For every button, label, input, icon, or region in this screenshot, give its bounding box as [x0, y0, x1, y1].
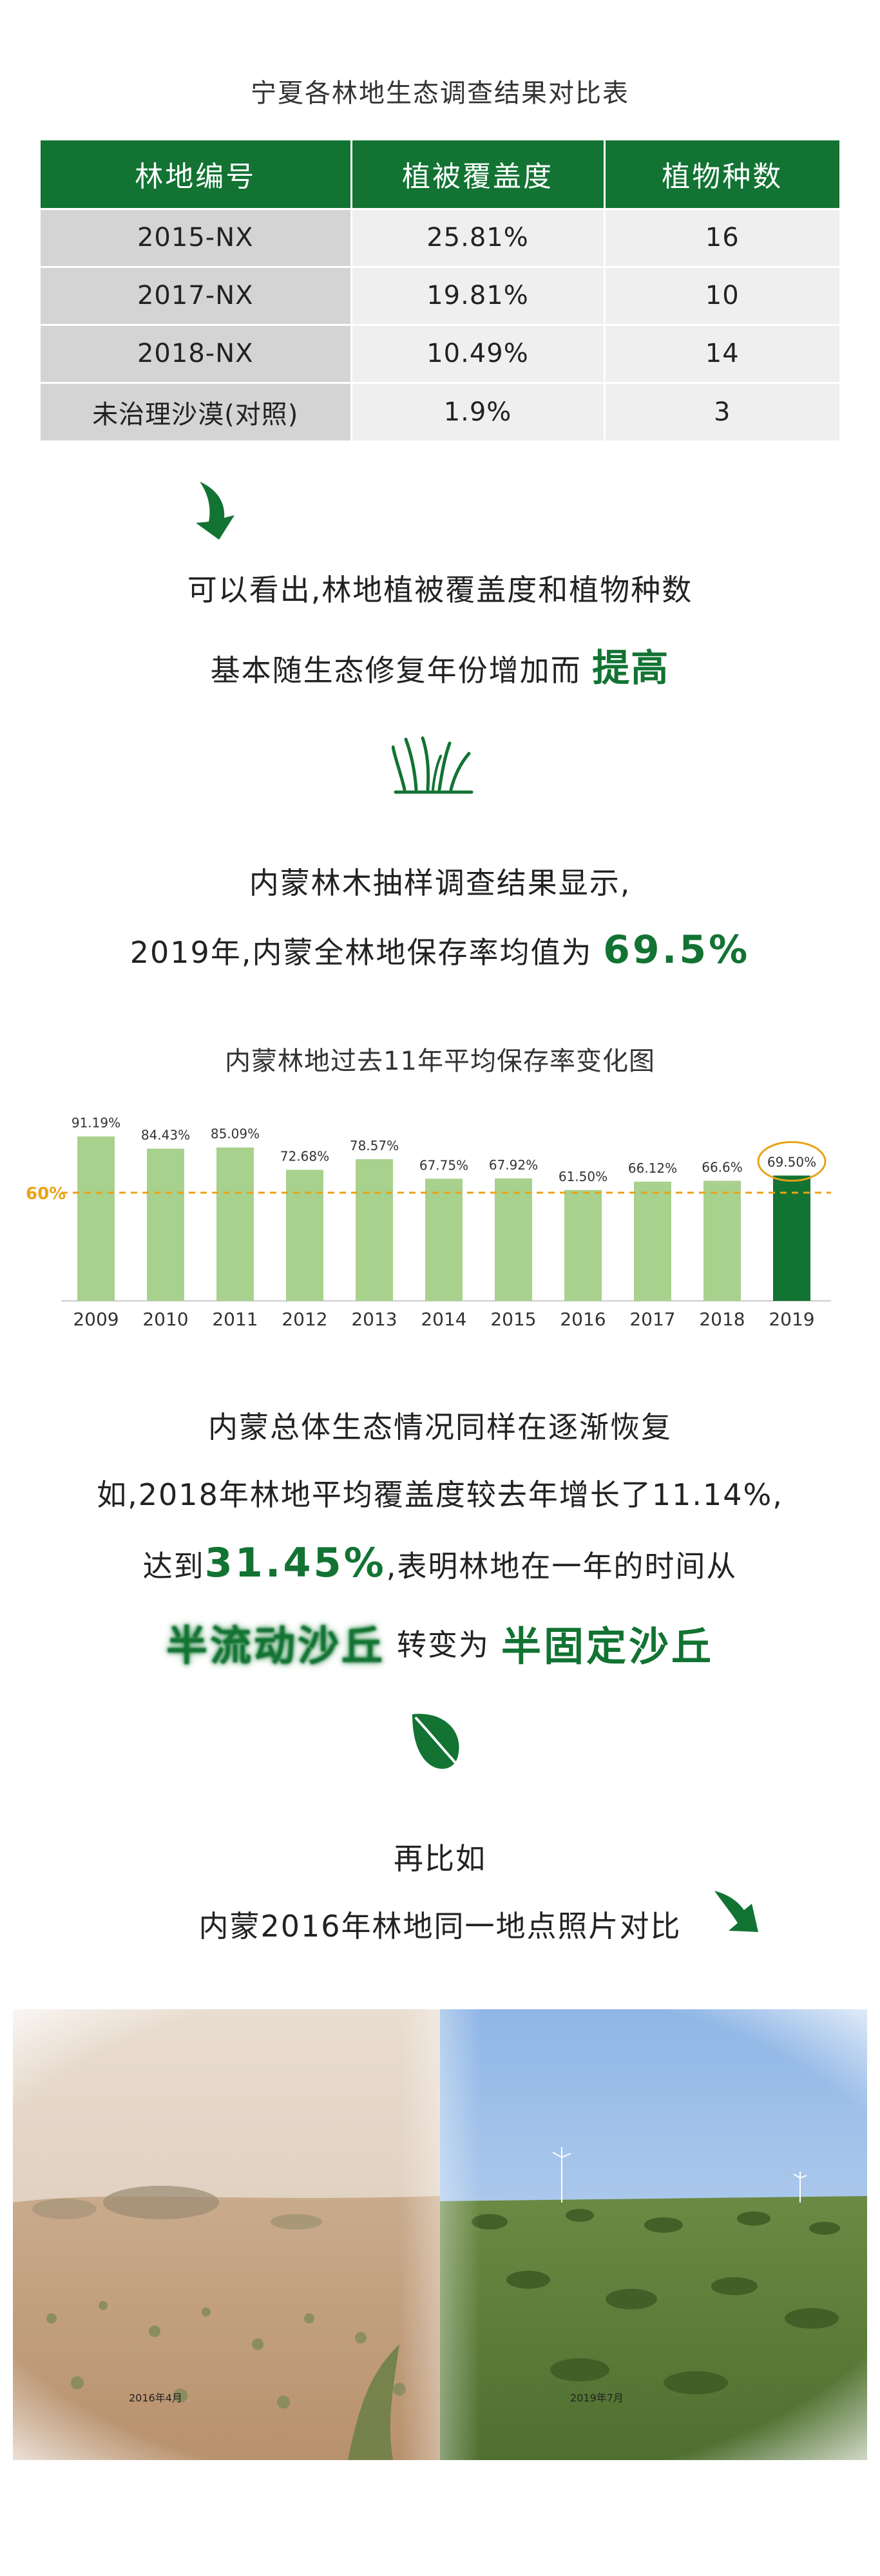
table-cell: 未治理沙漠(对照)	[41, 381, 352, 440]
table-cell: 10.49%	[351, 323, 606, 383]
chart-data-label: 66.12%	[628, 1160, 677, 1176]
chart-x-tick-label: 2018	[699, 1309, 745, 1330]
chart-x-tick-label: 2012	[282, 1309, 327, 1330]
table-row: 2018-NX 10.49% 14	[41, 323, 839, 383]
table-header-cell: 植物种数	[604, 140, 839, 209]
table-row: 2017-NX 19.81% 10	[41, 265, 839, 325]
chart-bar	[634, 1181, 671, 1301]
arrow-down-right-icon	[714, 1891, 758, 1932]
table-cell: 19.81%	[351, 265, 606, 325]
chart-data-label: 67.92%	[489, 1157, 538, 1173]
survey-text-line: 内蒙林木抽样调查结果显示,	[249, 866, 631, 900]
chart-x-tick-label: 2013	[351, 1309, 397, 1330]
chart-data-label: 67.75%	[419, 1157, 468, 1173]
chart-bar	[425, 1179, 463, 1301]
recovery-text-segment: ,表明林地在一年的时间从	[386, 1549, 738, 1584]
chart-bar	[77, 1136, 115, 1301]
table-cell: 2015-NX	[41, 207, 352, 267]
comparison-table: 林地编号 植被覆盖度 植物种数 2015-NX 25.81% 16 2017-N…	[41, 140, 839, 440]
table-cell: 2018-NX	[41, 323, 352, 383]
table-row: 2015-NX 25.81% 16	[41, 207, 839, 267]
chart-data-label: 72.68%	[280, 1148, 329, 1164]
chart-data-label: 66.6%	[702, 1160, 743, 1175]
retention-bar-chart: 91.19% 2009 84.43% 2010 85.09% 2011 72.68% 2012…	[26, 1115, 831, 1330]
summary-text-segment: 基本随生态修复年份增加而	[210, 653, 582, 688]
summary-text-line: 可以看出,林地植被覆盖度和植物种数	[187, 573, 693, 607]
survey-text-line: 2019年,内蒙全林地保存率均值为 69.5%	[0, 927, 880, 972]
table-cell: 3	[604, 381, 839, 440]
chart-data-label: 84.43%	[141, 1128, 190, 1143]
table-cell: 16	[604, 207, 839, 267]
recovery-text-segment: 转变为	[396, 1627, 490, 1662]
dune-to-text: 半固定沙丘	[501, 1623, 714, 1670]
recovery-text-line: 如,2018年林地平均覆盖度较去年增长了11.14%,	[97, 1477, 783, 1512]
table-cell: 1.9%	[351, 381, 606, 440]
chart-x-tick-label: 2017	[629, 1309, 675, 1330]
summary-text-line: 基本随生态修复年份增加而 提高	[0, 638, 880, 692]
chart-x-tick-label: 2016	[560, 1309, 606, 1330]
emphasis-text: 31.45%	[204, 1539, 387, 1586]
highlight-circle	[757, 1141, 827, 1182]
chart-bar	[564, 1189, 602, 1301]
emphasis-text: 提高	[592, 646, 670, 690]
chart-bar	[147, 1148, 184, 1301]
table-header-row: 林地编号 植被覆盖度 植物种数	[41, 140, 839, 209]
table-header-cell: 林地编号	[41, 140, 352, 209]
chart-data-label: 61.50%	[559, 1169, 607, 1184]
emphasis-text: 69.5%	[603, 927, 751, 972]
chart-x-tick-label: 2011	[212, 1309, 258, 1330]
chart-x-tick-label: 2009	[73, 1309, 119, 1330]
arrow-down-icon	[196, 482, 234, 540]
chart-bar	[216, 1147, 254, 1301]
photo-intro-text: 再比如	[394, 1841, 486, 1876]
table-title: 宁夏各林地生态调查结果对比表	[251, 79, 629, 108]
chart-bar	[495, 1178, 532, 1301]
photo-intro-text: 内蒙2016年林地同一地点照片对比	[198, 1909, 682, 1944]
chart-data-label: 69.50%	[767, 1154, 816, 1170]
recovery-text-segment: 达到	[142, 1549, 205, 1584]
table-cell: 14	[604, 323, 839, 383]
chart-bar	[773, 1175, 810, 1301]
recovery-text-line: 半流动沙丘 转变为 半固定沙丘	[0, 1613, 880, 1672]
survey-text-segment: 2019年,内蒙全林地保存率均值为	[129, 935, 593, 970]
chart-title: 内蒙林地过去11年平均保存率变化图	[225, 1046, 655, 1076]
chart-bar	[286, 1170, 323, 1301]
photo-label-2016: 2016年4月	[129, 2392, 182, 2404]
table-cell: 25.81%	[351, 207, 606, 267]
table-cell: 2017-NX	[41, 265, 352, 325]
recovery-text-line: 达到31.45%,表明林地在一年的时间从	[0, 1539, 880, 1586]
chart-x-tick-label: 2015	[490, 1309, 536, 1330]
chart-bar	[356, 1159, 393, 1301]
chart-data-label: 91.19%	[72, 1115, 120, 1131]
chart-x-tick-label: 2010	[142, 1309, 188, 1330]
table-header-cell: 植被覆盖度	[351, 140, 606, 209]
dune-from-text: 半流动沙丘	[166, 1623, 385, 1671]
chart-bar	[703, 1180, 741, 1301]
grass-icon	[392, 736, 473, 794]
chart-data-label: 85.09%	[211, 1126, 260, 1142]
table-cell: 10	[604, 265, 839, 325]
table-row: 未治理沙漠(对照) 1.9% 3	[41, 381, 839, 440]
chart-x-tick-label: 2014	[421, 1309, 466, 1330]
photo-label-2019: 2019年7月	[570, 2392, 624, 2404]
chart-x-tick-label: 2019	[769, 1309, 814, 1330]
chart-reference-label: 60%	[26, 1184, 66, 1204]
before-after-photo	[13, 2009, 867, 2460]
chart-data-label: 78.57%	[350, 1138, 399, 1153]
leaf-icon	[412, 1714, 468, 1776]
recovery-text-line: 内蒙总体生态情况同样在逐渐恢复	[208, 1410, 672, 1444]
